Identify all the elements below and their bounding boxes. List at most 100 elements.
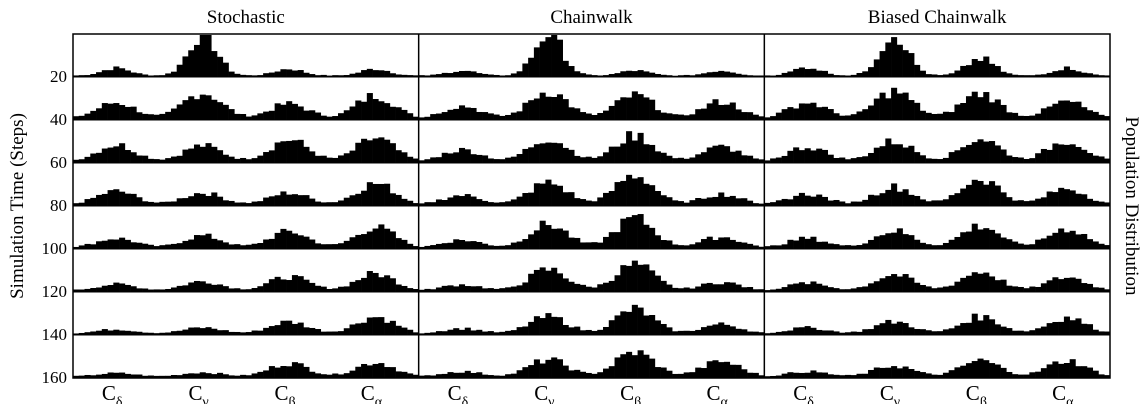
histogram-bar [107,190,114,206]
histogram-bar [775,331,782,335]
histogram-bar [280,279,287,292]
histogram-bar [827,154,834,163]
histogram-bar [741,155,748,163]
histogram-bar [1058,228,1065,249]
histogram-bar [649,315,656,335]
x-tick-label: Cα [1052,381,1074,404]
histogram-bar [217,372,224,378]
histogram-bar [435,243,443,249]
histogram-bar [1035,328,1042,335]
histogram-bar [764,290,771,292]
histogram-bar [839,289,846,292]
histogram-bar [1017,115,1024,120]
x-tick-label: Cδ [793,381,814,404]
histogram-bar [372,363,379,378]
histogram-bar [389,193,396,206]
histogram-bar [937,200,944,206]
histogram-bar [482,374,489,378]
histogram-bar [787,107,794,120]
histogram-bar [989,276,996,292]
histogram-bar [447,329,454,335]
histogram-bar [850,288,857,292]
histogram-bar [925,201,932,206]
histogram-bar [683,115,690,120]
histogram-bar [234,375,241,378]
histogram-bar [908,53,915,77]
histogram-bar [868,152,875,163]
histogram-bar [954,150,961,163]
histogram-bar [1035,286,1042,292]
histogram-bar [856,201,863,206]
histogram-bar [844,159,852,163]
histogram-bar [338,155,345,163]
histogram-bar [263,73,270,77]
histogram-bar [879,323,886,335]
histogram-bar [539,318,546,335]
histogram-bar [251,115,258,120]
histogram-bar [574,237,581,249]
histogram-bar [637,264,644,292]
histogram-bar [401,152,408,163]
histogram-bar [608,146,615,163]
histogram-bar [839,201,846,206]
histogram-bar [873,195,880,206]
histogram-bar [608,191,615,206]
histogram-bar [418,117,425,120]
histogram-bar [332,157,339,163]
histogram-bar [303,366,310,378]
histogram-bar [516,111,523,120]
histogram-bar [153,75,160,77]
histogram-bar [291,275,298,292]
histogram-bar [637,70,644,77]
histogram-bar [217,102,224,120]
histogram-bar [689,75,696,77]
histogram-bar [470,154,477,163]
histogram-bar [84,199,91,206]
histogram-bar [983,360,990,378]
histogram-bar [124,106,131,120]
histogram-bar [384,103,391,120]
histogram-bar [591,114,598,120]
histogram-bar [499,75,506,77]
chart-labels: Stochastic Chainwalk Biased Chainwalk 20 40 6… [7,7,1142,409]
histogram-bar [562,99,569,120]
histogram-bar [320,202,327,206]
x-tick-label: Cα [361,381,383,404]
histogram-bar [539,363,546,378]
histogram-bar [1029,158,1036,163]
histogram-bar [770,289,777,292]
histogram-bar [389,278,396,292]
histogram-bar [1069,230,1076,249]
histogram-bar [775,288,782,292]
histogram-bar [729,72,736,77]
histogram-bar [793,195,800,206]
histogram-bar [1075,71,1082,77]
histogram-bar [1035,153,1042,163]
histogram-bar [960,323,967,335]
histogram-bar [1081,323,1088,335]
histogram-bar [660,112,667,120]
histogram-bar [361,138,368,163]
histogram-bar [700,198,708,206]
histogram-bar [689,200,696,206]
histogram-bar [528,234,535,249]
histogram-bar [608,232,615,249]
histogram-bar [384,70,391,77]
histogram-bar [205,233,212,249]
histogram-bar [787,71,794,77]
histogram-bar [873,325,880,335]
histogram-bar [971,142,978,163]
histogram-bar [574,369,581,378]
histogram-bar [833,157,840,163]
histogram-bar [954,70,961,77]
histogram-bar [1063,277,1070,292]
histogram-bar [251,201,258,206]
histogram-bar [476,199,483,206]
histogram-bar [263,239,270,249]
histogram-bar [505,201,512,206]
histogram-bar [626,97,633,120]
histogram-bar [931,200,938,206]
histogram-bar [372,138,379,163]
histogram-bars [73,35,1111,378]
histogram-bar [199,35,206,77]
